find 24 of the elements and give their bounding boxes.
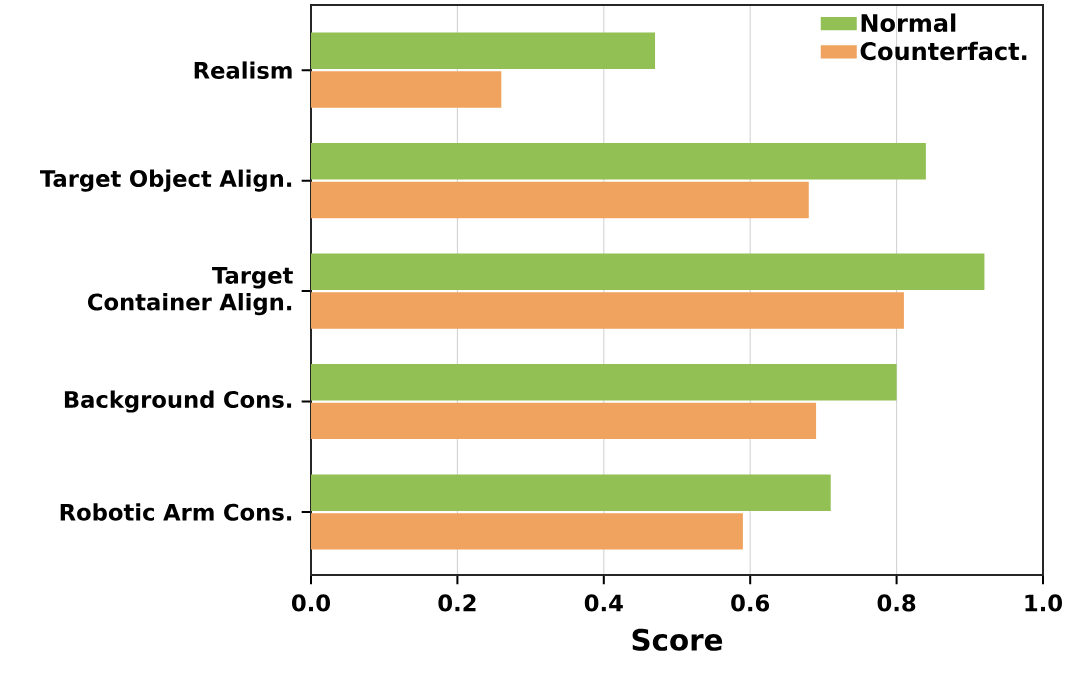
x-tick-label: 0.6 <box>731 594 770 612</box>
y-tick-label: Target Container Align. <box>87 267 293 316</box>
x-axis-title: Score <box>632 628 723 651</box>
bar <box>311 474 831 511</box>
bar <box>311 32 656 70</box>
bar <box>311 181 809 219</box>
x-tick-label: 0.0 <box>292 594 330 612</box>
x-tick-label: 0.2 <box>438 594 476 612</box>
bar <box>311 364 897 401</box>
y-tick-label: Realism <box>194 61 292 79</box>
x-tick-label: 0.8 <box>877 594 916 612</box>
y-tick-label: Background Cons. <box>64 390 292 413</box>
bar <box>311 71 502 108</box>
y-tick-label: Target Object Align. <box>39 169 292 192</box>
bar <box>311 402 817 440</box>
x-tick-label: 1.0 <box>1025 594 1062 612</box>
y-tick-label: Robotic Arm Cons. <box>60 503 292 521</box>
x-tick-label: 0.4 <box>584 594 623 612</box>
legend-label: Counterfact. <box>860 41 1027 61</box>
bar <box>311 292 904 329</box>
bar <box>311 513 743 550</box>
legend-label: Normal <box>861 13 956 33</box>
bar <box>311 253 985 290</box>
bar <box>311 143 926 180</box>
